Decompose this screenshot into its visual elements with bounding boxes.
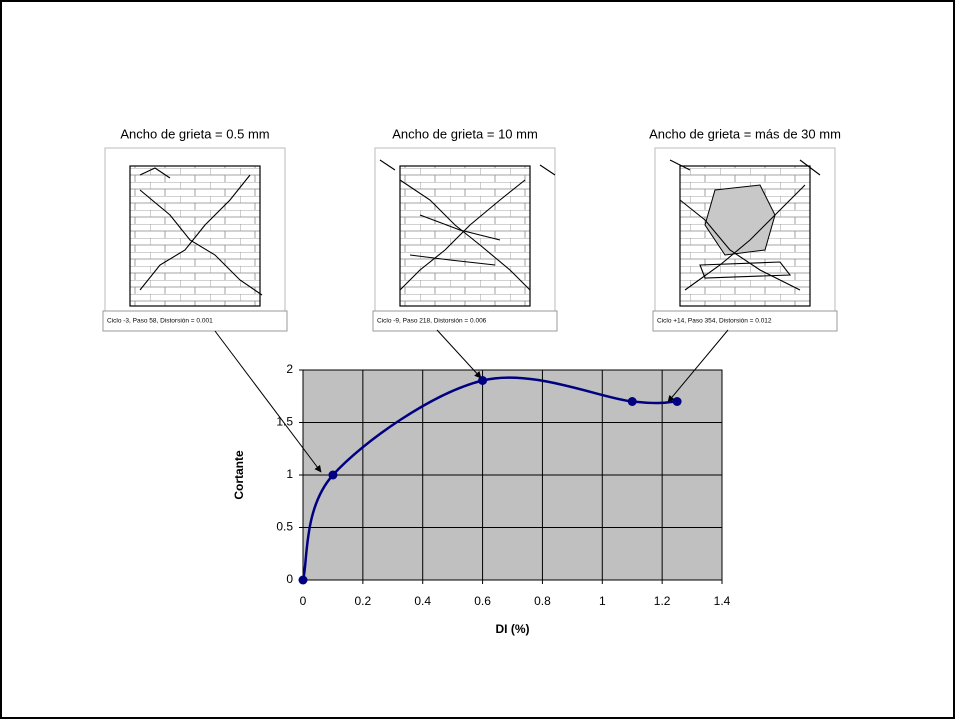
x-axis-label: DI (%) [496,622,530,636]
y-tick-label: 0.5 [276,520,293,534]
x-tick-label: 1.4 [714,594,731,608]
panel-caption: Ciclo -3, Paso 58, Distorsión = 0.001 [107,318,213,325]
y-tick-label: 1 [286,467,293,481]
x-tick-label: 0.2 [355,594,372,608]
x-tick-label: 1 [599,594,606,608]
slide-border [1,1,954,718]
x-tick-label: 0.6 [474,594,491,608]
data-point [673,397,682,406]
wall [400,166,530,306]
panel-caption: Ciclo +14, Paso 354, Distorsión = 0.012 [657,318,772,325]
y-axis-label: Cortante [232,450,246,500]
data-point [478,376,487,385]
x-tick-label: 0.4 [414,594,431,608]
x-tick-label: 1.2 [654,594,671,608]
panel-title: Ancho de grieta = 0.5 mm [120,126,269,141]
panel-caption: Ciclo -9, Paso 218, Distorsión = 0.006 [377,318,487,325]
page: {"chart_data": {"type": "line", "annotat… [0,0,956,720]
panels: Ancho de grieta = 0.5 mm Ciclo -3, Paso 5… [103,126,841,331]
x-tick-label: 0.8 [534,594,551,608]
y-tick-label: 2 [286,362,293,376]
slide: Ancho de grieta = 0.5 mm Ciclo -3, Paso 5… [0,0,956,720]
data-point [328,471,337,480]
data-point [299,576,308,585]
x-tick-label: 0 [300,594,307,608]
data-point [628,397,637,406]
panel-title: Ancho de grieta = más de 30 mm [649,126,841,141]
y-tick-label: 0 [286,572,293,586]
panel-title: Ancho de grieta = 10 mm [392,126,538,141]
